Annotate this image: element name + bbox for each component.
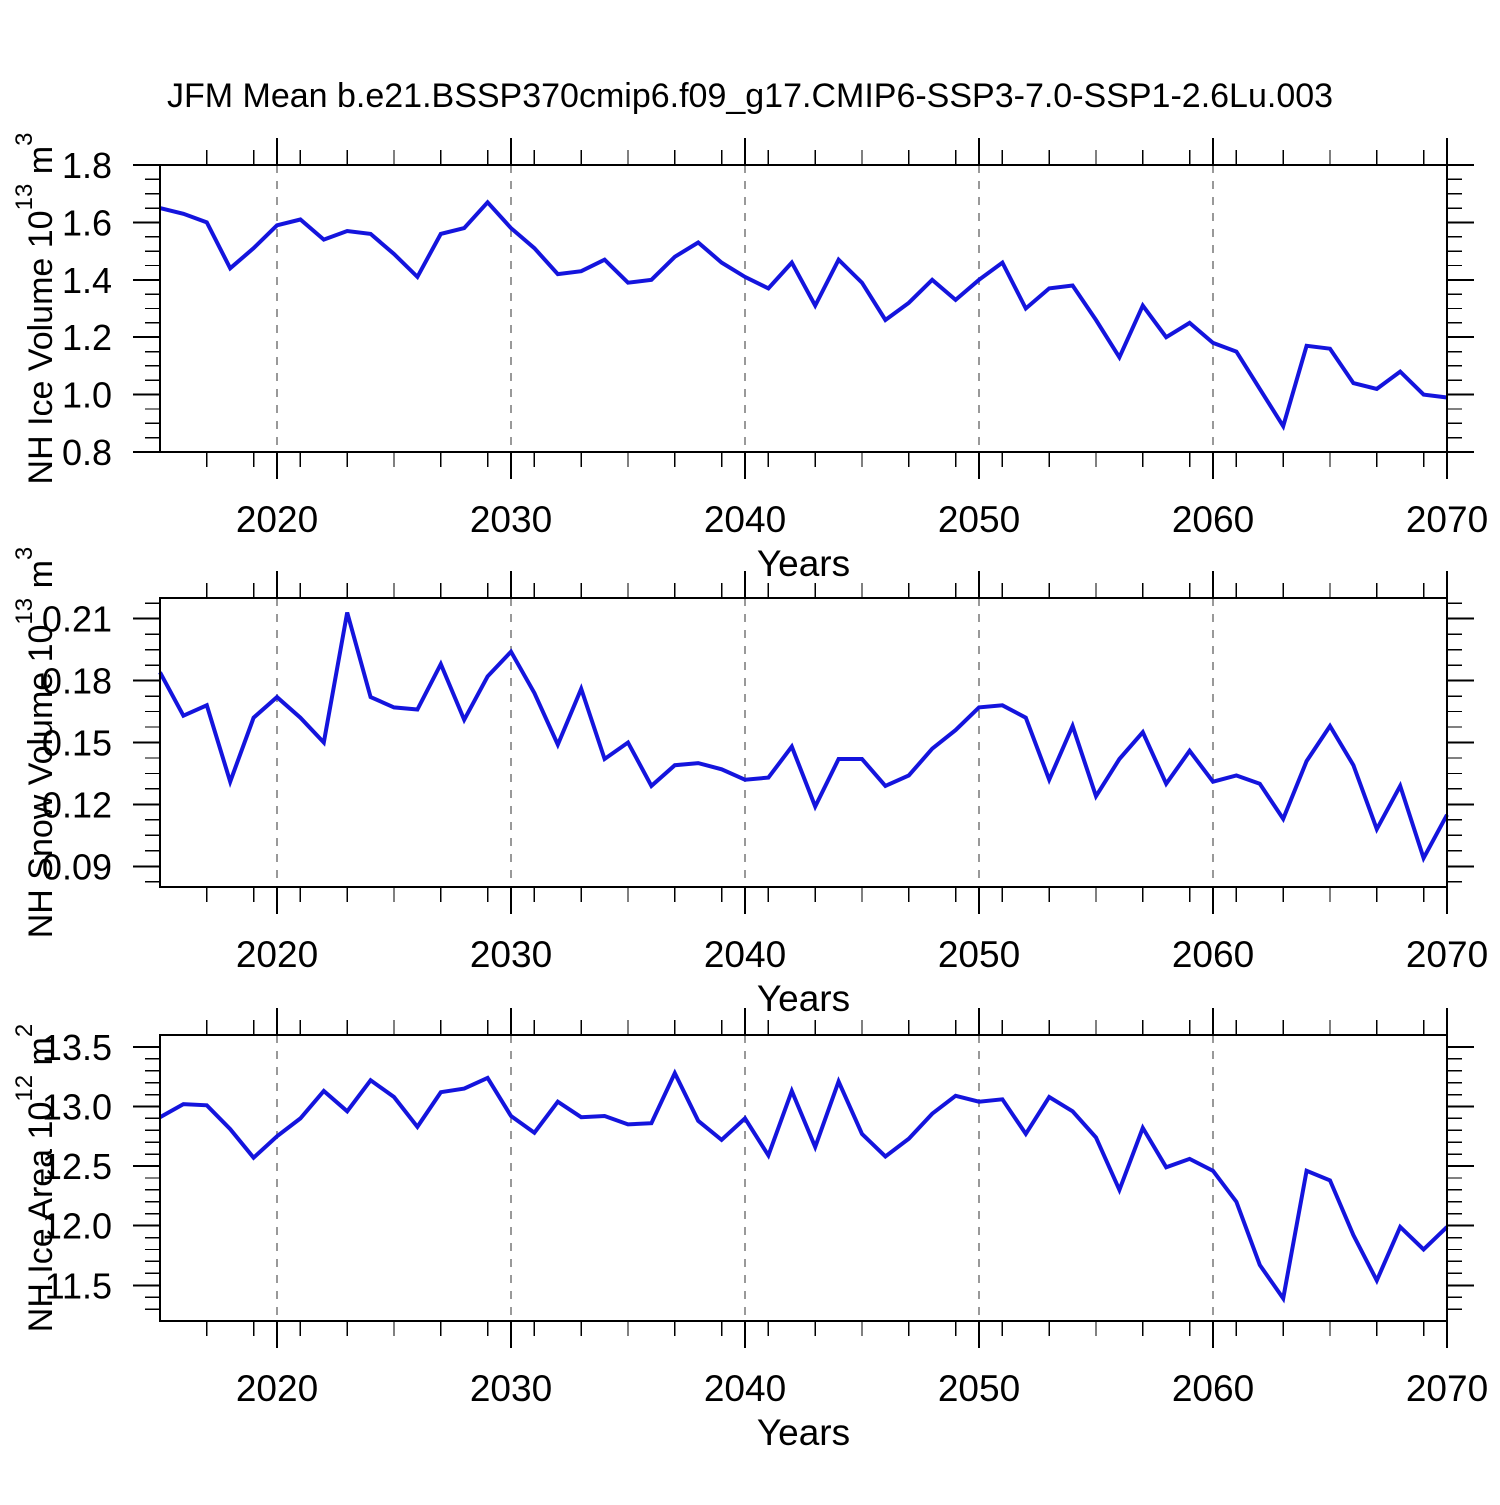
snow-volume-yaxis-title: NH Snow Volume 1013 m3 xyxy=(11,547,60,939)
ice-volume-ytick-label: 1.6 xyxy=(62,202,112,243)
snow-volume-ytick-label: 0.09 xyxy=(42,846,112,887)
ice-volume-frame xyxy=(159,164,1448,453)
ice-area-xtick-label: 2070 xyxy=(1406,1368,1488,1409)
ice-volume-xtick-label: 2020 xyxy=(236,499,318,540)
ice-area-xtick-label: 2040 xyxy=(704,1368,786,1409)
ice-volume-xtick-label: 2050 xyxy=(938,499,1020,540)
superscript: 12 xyxy=(11,1075,38,1102)
ice-volume-xtick-label: 2060 xyxy=(1172,499,1254,540)
ice-area-ytick-label: 11.5 xyxy=(45,1265,112,1306)
ice-area-ytick-label: 12.5 xyxy=(42,1146,112,1187)
ice-area-xtick-label: 2050 xyxy=(938,1368,1020,1409)
ylabel-text: NH Ice Volume 10 xyxy=(22,210,60,484)
ice-area-ytick-label: 13.5 xyxy=(42,1027,112,1068)
snow-volume-ytick-label: 0.21 xyxy=(42,599,112,640)
ice-area-ytick-label: 12.0 xyxy=(42,1206,112,1247)
snow-volume-line xyxy=(158,611,1449,864)
snow-volume-gridlines xyxy=(276,598,1214,887)
superscript: 2 xyxy=(11,1024,38,1037)
ylabel-text: NH Snow Volume 10 xyxy=(22,625,60,939)
ice-volume-ticks xyxy=(133,138,1474,479)
ylabel-text: m xyxy=(22,1037,60,1075)
superscript: 3 xyxy=(11,547,38,560)
ice-volume-ytick-label: 0.8 xyxy=(62,432,112,473)
ice-volume-xtick-label: 2070 xyxy=(1406,499,1488,540)
ice-volume-xtick-label: 2040 xyxy=(704,499,786,540)
ylabel-text: m xyxy=(22,560,60,598)
ice-volume-yaxis-title: NH Ice Volume 1013 m3 xyxy=(11,133,60,485)
ylabel-text: m xyxy=(22,146,60,184)
ice-volume-ytick-label: 1.0 xyxy=(62,375,112,416)
superscript: 3 xyxy=(11,133,38,146)
ice-area-panel: 11.5 12.0 12.5 13.0 13.5 2020 2030 2040 2050 2060… xyxy=(11,1008,1488,1453)
ice-volume-xaxis-title: Years xyxy=(757,543,850,584)
ice-area-xtick-label: 2060 xyxy=(1172,1368,1254,1409)
ice-area-frame xyxy=(159,1034,1448,1322)
ice-volume-panel: 0.8 1.0 1.2 1.4 1.6 1.8 2020 2030 2040 2050 2060 20… xyxy=(11,133,1488,584)
ice-volume-ytick-label: 1.2 xyxy=(62,317,112,358)
snow-volume-ytick-label: 0.18 xyxy=(42,661,112,702)
snow-volume-ytick-label: 0.15 xyxy=(42,723,112,764)
figure-title: JFM Mean b.e21.BSSP370cmip6.f09_g17.CMIP… xyxy=(167,77,1333,115)
snow-volume-ytick-label: 0.12 xyxy=(42,784,112,825)
ice-area-xaxis-title: Years xyxy=(757,1412,850,1453)
ylabel-text: NH Ice Area 10 xyxy=(22,1102,60,1333)
ice-volume-line xyxy=(159,199,1448,432)
snow-volume-xtick-label: 2070 xyxy=(1406,934,1488,975)
snow-volume-panel: 0.09 0.12 0.15 0.18 0.21 2020 2030 2040 2050 2060… xyxy=(11,547,1488,1019)
snow-volume-xtick-label: 2020 xyxy=(236,934,318,975)
snow-volume-ticks xyxy=(133,571,1474,914)
ice-area-xtick-label: 2030 xyxy=(470,1368,552,1409)
snow-volume-frame xyxy=(159,597,1448,888)
superscript: 13 xyxy=(11,598,38,625)
snow-volume-xaxis-title: Years xyxy=(757,978,850,1019)
ice-area-ytick-label: 13.0 xyxy=(42,1087,112,1128)
ice-area-line xyxy=(159,1068,1449,1304)
ice-volume-xtick-label: 2030 xyxy=(470,499,552,540)
snow-volume-xtick-label: 2060 xyxy=(1172,934,1254,975)
ice-area-yaxis-title: NH Ice Area 1012 m2 xyxy=(11,1024,60,1332)
ice-area-ticks xyxy=(133,1008,1474,1348)
snow-volume-xtick-label: 2030 xyxy=(470,934,552,975)
ice-area-xtick-label: 2020 xyxy=(236,1368,318,1409)
snow-volume-xtick-label: 2050 xyxy=(938,934,1020,975)
ice-volume-ytick-label: 1.8 xyxy=(62,145,112,186)
ice-volume-ytick-label: 1.4 xyxy=(62,260,112,301)
superscript: 13 xyxy=(11,184,38,211)
snow-volume-xtick-label: 2040 xyxy=(704,934,786,975)
